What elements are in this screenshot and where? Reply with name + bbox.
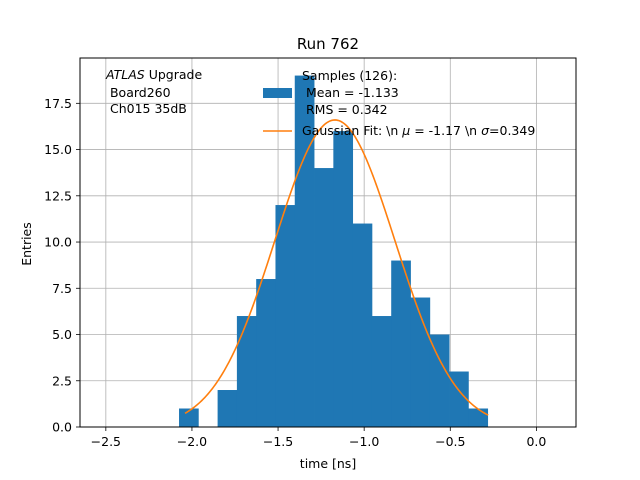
legend-histogram-line-1: Samples (126): <box>302 68 397 83</box>
y-axis-label: Entries <box>19 222 34 266</box>
histogram-bar-4 <box>256 279 276 427</box>
x-tick-label-0: −2.5 <box>91 434 121 449</box>
legend-fit-text-a: Gaussian Fit: \n <box>302 123 402 138</box>
histogram-bar-2 <box>217 390 238 427</box>
x-tick-label-2: −1.5 <box>263 434 293 449</box>
legend-fit-label: Gaussian Fit: \n μ = -1.17 \n σ=0.349 <box>302 123 535 138</box>
histogram-bar-10 <box>371 316 392 427</box>
histogram-bar-14 <box>449 371 469 427</box>
chart-title: Run 762 <box>297 35 359 53</box>
y-tick-label-2: 5.0 <box>52 327 72 342</box>
legend-histogram-line-3: RMS = 0.342 <box>302 102 388 117</box>
x-tick-label-4: −0.5 <box>435 434 465 449</box>
y-axis-ticks: 0.0 2.5 5.0 7.5 10.0 12.5 15.0 17.5 <box>44 96 80 435</box>
atlas-annotation: ATLAS Upgrade Board260 Ch015 35dB <box>105 67 202 116</box>
legend-histogram-line-2: Mean = -1.133 <box>302 85 399 100</box>
histogram-bar-9 <box>352 223 373 427</box>
x-tick-label-1: −2.0 <box>177 434 207 449</box>
histogram-bar-7 <box>314 168 334 428</box>
y-tick-label-6: 15.0 <box>44 142 72 157</box>
y-tick-label-4: 10.0 <box>44 235 72 250</box>
x-tick-label-5: 0.0 <box>526 434 546 449</box>
plot-frame <box>79 57 577 428</box>
histogram-bar-0 <box>179 408 199 427</box>
histogram-bar-5 <box>275 205 296 427</box>
annotation-upgrade-word: Upgrade <box>145 67 203 82</box>
legend-fit-text-c: =0.349 <box>489 123 535 138</box>
y-tick-label-3: 7.5 <box>52 281 72 296</box>
x-tick-label-3: −1.0 <box>349 434 379 449</box>
histogram-bar-15 <box>468 408 489 427</box>
legend: Samples (126): Mean = -1.133 RMS = 0.342… <box>263 68 535 138</box>
legend-histogram-swatch <box>263 88 292 98</box>
annotation-atlas-word: ATLAS <box>105 67 145 82</box>
histogram-bar-3 <box>236 316 257 427</box>
histogram-bar-11 <box>391 260 411 427</box>
x-axis-ticks: −2.5 −2.0 −1.5 −1.0 −0.5 0.0 <box>91 427 546 449</box>
y-tick-label-7: 17.5 <box>44 96 72 111</box>
histogram-bars <box>179 75 489 428</box>
annotation-line-2: Board260 <box>106 85 171 100</box>
histogram-bar-8 <box>333 131 354 427</box>
annotation-line-1: ATLAS Upgrade <box>105 67 202 82</box>
x-axis-label: time [ns] <box>300 456 356 471</box>
y-tick-label-5: 12.5 <box>44 188 72 203</box>
gaussian-fit-curve <box>184 119 489 416</box>
annotation-line-3: Ch015 35dB <box>106 101 187 116</box>
histogram-bar-13 <box>429 334 450 427</box>
histogram-bar-6 <box>294 75 315 428</box>
y-tick-label-1: 2.5 <box>52 373 72 388</box>
legend-fit-sigma: σ <box>481 123 490 138</box>
y-tick-label-0: 0.0 <box>52 420 72 435</box>
legend-fit-mu: μ <box>401 123 410 138</box>
legend-fit-text-b: = -1.17 \n <box>410 123 481 138</box>
